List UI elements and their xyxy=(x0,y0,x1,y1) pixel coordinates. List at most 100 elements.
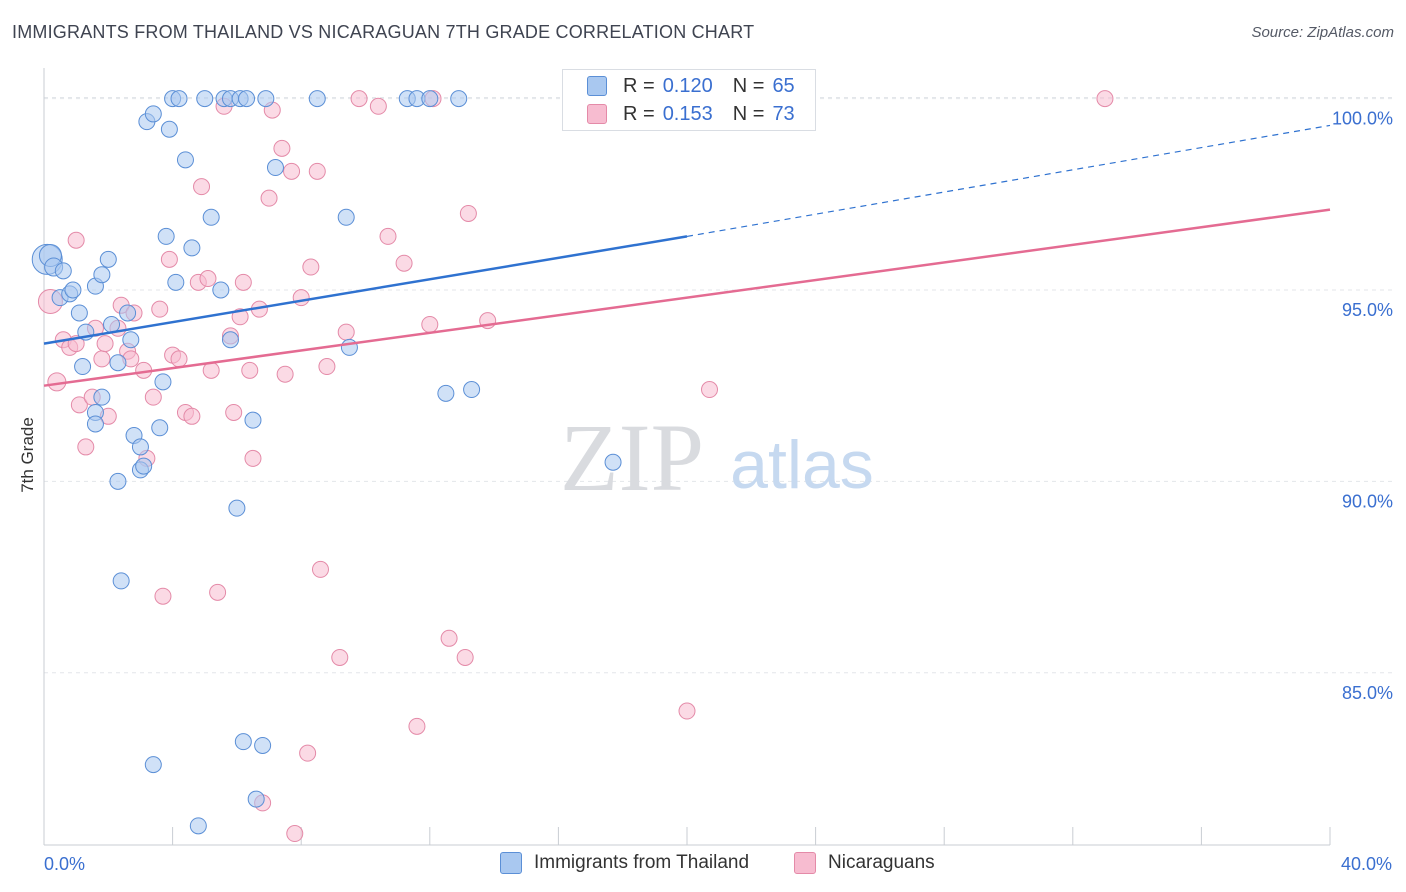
source-label: Source: ZipAtlas.com xyxy=(1251,24,1394,41)
trend-line-nicaraguans xyxy=(43,208,1331,387)
thailand-point xyxy=(64,281,82,299)
nicaraguans-point xyxy=(77,438,95,456)
nicaraguans-point xyxy=(151,300,169,318)
nicaraguans-point xyxy=(67,231,85,249)
thailand-point xyxy=(160,120,178,138)
nicaraguans-point xyxy=(96,335,114,353)
nicaraguans-point xyxy=(456,648,474,666)
thailand-point xyxy=(119,304,137,322)
watermark-atlas: atlas xyxy=(730,427,874,503)
y-axis-label: 7th Grade xyxy=(18,417,37,493)
thailand-point xyxy=(221,331,239,349)
nicaraguans-point xyxy=(408,717,426,735)
thailand-point xyxy=(157,227,175,245)
thailand-point xyxy=(254,736,272,754)
stats-row-thailand: R = 0.120 N = 65 xyxy=(587,73,795,99)
legend-item-thailand[interactable]: Immigrants from Thailand xyxy=(500,852,749,874)
thailand-point xyxy=(202,208,220,226)
thailand-point xyxy=(212,281,230,299)
nicaraguans-point xyxy=(209,583,227,601)
nicaraguans-point xyxy=(302,258,320,276)
r-value: 0.120 xyxy=(662,74,713,97)
nicaraguans-point xyxy=(337,323,355,341)
thailand-point xyxy=(144,105,162,123)
thailand-point xyxy=(228,499,246,517)
thailand-point xyxy=(437,384,455,402)
thailand-point xyxy=(103,315,121,333)
thailand-point xyxy=(74,358,92,376)
thailand-point xyxy=(450,90,468,108)
thailand-point xyxy=(176,151,194,169)
trend-lines xyxy=(43,124,1331,387)
nicaraguans-point xyxy=(199,270,217,288)
thailand-point xyxy=(463,381,481,399)
n-value: 65 xyxy=(772,74,795,97)
nicaraguans-point xyxy=(93,350,111,368)
nicaraguans-point xyxy=(234,273,252,291)
nicaraguans-point xyxy=(225,403,243,421)
thailand-point xyxy=(604,453,622,471)
thailand-point xyxy=(244,411,262,429)
thailand-point xyxy=(167,273,185,291)
nicaraguans-point xyxy=(440,629,458,647)
thailand-point xyxy=(340,338,358,356)
y-tick-label: 90.0% xyxy=(1342,491,1393,511)
stats-row-nicaraguans: R = 0.153 N = 73 xyxy=(587,101,795,127)
thailand-point xyxy=(122,331,140,349)
nicaraguans-point xyxy=(283,162,301,180)
nicaraguans-point xyxy=(421,315,439,333)
thailand-point xyxy=(54,262,72,280)
r-label: R = xyxy=(623,74,655,97)
nicaraguans-point xyxy=(292,289,310,307)
thailand-point xyxy=(151,419,169,437)
y-tick-label: 95.0% xyxy=(1342,300,1393,320)
thailand-point xyxy=(109,472,127,490)
thailand-point xyxy=(247,790,265,808)
thailand-point xyxy=(238,90,256,108)
thailand-point xyxy=(135,457,153,475)
nicaraguans-point xyxy=(369,97,387,115)
nicaraguans-point xyxy=(308,162,326,180)
nicaraguans-point xyxy=(701,381,719,399)
thailand-point xyxy=(421,90,439,108)
stats-legend: R = 0.120 N = 65 R = 0.153 N = 73 xyxy=(562,69,816,131)
gridlines xyxy=(44,96,1395,674)
nicaraguans-point xyxy=(276,365,294,383)
nicaraguans-point xyxy=(459,204,477,222)
nicaraguans-point xyxy=(273,139,291,157)
y-tick-label: 100.0% xyxy=(1332,109,1393,129)
swatch-thailand xyxy=(587,76,607,96)
nicaraguans-point xyxy=(678,702,696,720)
series-legend: Immigrants from Thailand Nicaraguans xyxy=(0,852,1406,878)
thailand-point xyxy=(70,304,88,322)
thailand-point xyxy=(154,373,172,391)
x-tick-label-min: 0.0% xyxy=(44,854,85,874)
thailand-point xyxy=(266,159,284,177)
n-label: N = xyxy=(732,102,765,125)
y-tick-labels: 85.0% 90.0% 95.0% 100.0% xyxy=(1332,109,1393,703)
nicaraguans-point xyxy=(244,449,262,467)
thailand-point xyxy=(112,572,130,590)
thailand-point xyxy=(86,415,104,433)
nicaraguans-point xyxy=(170,350,188,368)
nicaraguans-point xyxy=(144,388,162,406)
nicaraguans-point xyxy=(160,250,178,268)
x-tick-label-max: 40.0% xyxy=(1341,854,1392,874)
nicaraguans-point xyxy=(395,254,413,272)
thailand-point xyxy=(189,817,207,835)
series-nicaraguans xyxy=(37,90,1114,843)
thailand-point xyxy=(93,266,111,284)
nicaraguans-point xyxy=(193,178,211,196)
y-tick-label: 85.0% xyxy=(1342,683,1393,703)
thailand-point xyxy=(234,733,252,751)
swatch-nicaraguans xyxy=(587,104,607,124)
n-value: 73 xyxy=(772,102,795,125)
nicaraguans-point xyxy=(299,744,317,762)
thailand-point xyxy=(93,388,111,406)
thailand-point xyxy=(308,90,326,108)
r-value: 0.153 xyxy=(662,102,713,125)
legend-item-nicaraguans[interactable]: Nicaraguans xyxy=(794,852,935,874)
nicaraguans-point xyxy=(350,90,368,108)
series-thailand xyxy=(31,90,648,835)
thailand-point xyxy=(183,239,201,257)
